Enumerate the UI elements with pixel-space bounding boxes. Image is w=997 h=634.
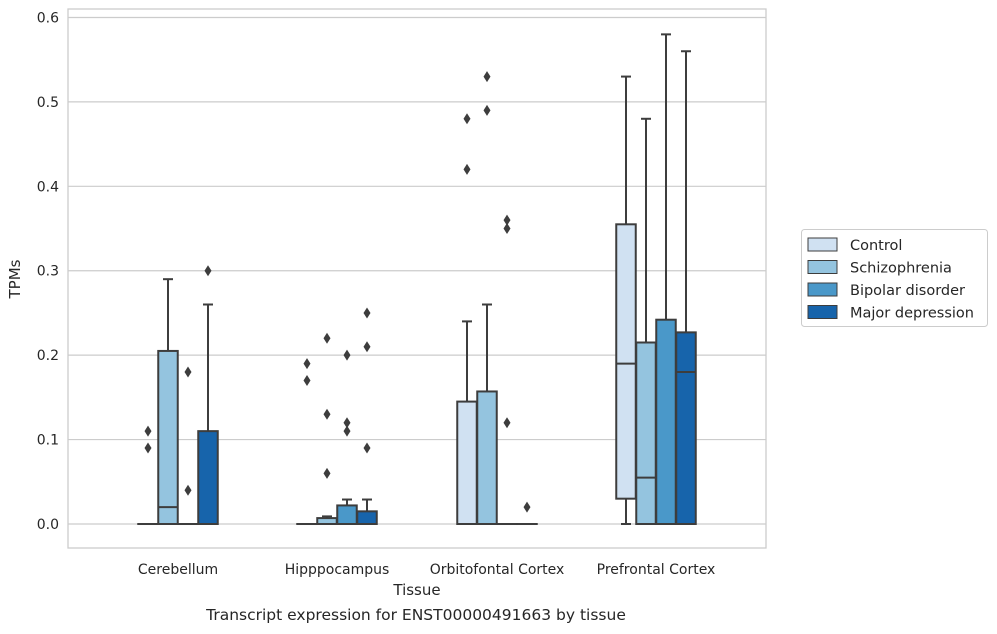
- outlier-point: [483, 71, 491, 83]
- legend-swatch-schizophrenia: [807, 260, 838, 274]
- box-bipolar-disorder: [177, 366, 199, 526]
- y-tick-label: 0.4: [37, 179, 59, 195]
- outlier-point: [204, 265, 212, 277]
- legend-swatch-major-depression: [807, 305, 838, 319]
- legend-label: Bipolar disorder: [850, 283, 965, 299]
- box-iqr: [635, 341, 657, 526]
- outlier-point: [303, 374, 311, 386]
- x-tick-label: Hipppocampus: [285, 562, 390, 578]
- x-axis-label: Tissue: [392, 581, 440, 599]
- x-axis-ticks: Cerebellum Hipppocampus Orbitofontal Corte…: [138, 562, 715, 578]
- legend-swatch-bipolar-disorder: [807, 282, 838, 297]
- box-iqr: [356, 510, 378, 526]
- box-iqr: [336, 504, 358, 526]
- y-tick-label: 0.0: [37, 517, 59, 533]
- box-schizophrenia: [635, 117, 657, 526]
- outlier-point: [463, 113, 471, 125]
- y-axis-label: TPMs: [6, 259, 24, 299]
- outlier-point: [323, 467, 331, 479]
- box-schizophrenia: [316, 332, 338, 525]
- y-tick-label: 0.6: [37, 10, 59, 26]
- box-control: [296, 358, 318, 526]
- outlier-point: [363, 442, 371, 454]
- legend: Control Schizophrenia Bipolar disorder Majo…: [801, 229, 988, 327]
- box-iqr: [615, 223, 637, 500]
- outlier-point: [343, 349, 351, 361]
- outlier-point: [503, 214, 511, 226]
- y-tick-label: 0.5: [37, 95, 59, 111]
- outlier-point: [503, 223, 511, 235]
- outlier-point: [363, 307, 371, 319]
- legend-label: Schizophrenia: [850, 261, 952, 277]
- box-major-depression: [197, 265, 219, 525]
- figure-caption: Transcript expression for ENST0000049166…: [206, 606, 626, 624]
- legend-swatch-control: [807, 237, 838, 252]
- x-tick-label: Orbitofontal Cortex: [430, 562, 565, 578]
- legend-label: Control: [850, 238, 902, 254]
- box-iqr: [197, 430, 219, 525]
- y-tick-label: 0.1: [37, 433, 59, 449]
- outlier-point: [144, 442, 152, 454]
- outlier-point: [184, 366, 192, 378]
- box-major-depression: [516, 501, 538, 526]
- box-iqr: [456, 400, 478, 525]
- box-iqr: [675, 331, 697, 526]
- box-schizophrenia: [157, 278, 179, 525]
- outlier-point: [483, 104, 491, 116]
- box-bipolar-disorder: [496, 214, 518, 526]
- outlier-point: [343, 417, 351, 429]
- gridlines: [68, 16, 766, 525]
- outlier-point: [523, 501, 531, 513]
- outlier-point: [323, 408, 331, 420]
- y-axis-ticks: 0.0 0.1 0.2 0.3 0.4 0.5 0.6: [37, 10, 59, 533]
- box-control: [137, 425, 159, 526]
- outlier-point: [363, 341, 371, 353]
- outlier-point: [463, 163, 471, 175]
- outlier-point: [303, 358, 311, 370]
- box-plots: [137, 33, 697, 526]
- plot-frame: [67, 8, 767, 549]
- outlier-point: [323, 332, 331, 344]
- outlier-point: [184, 484, 192, 496]
- y-tick-label: 0.2: [37, 348, 59, 364]
- x-tick-label: Cerebellum: [138, 562, 218, 578]
- box-bipolar-disorder: [655, 33, 677, 526]
- outlier-point: [144, 425, 152, 437]
- box-schizophrenia: [476, 71, 498, 525]
- legend-frame: [801, 229, 988, 327]
- box-control: [615, 75, 637, 525]
- outlier-point: [343, 425, 351, 437]
- box-control: [456, 113, 478, 525]
- box-iqr: [655, 318, 677, 526]
- box-bipolar-disorder: [336, 349, 358, 526]
- box-iqr: [476, 390, 498, 525]
- legend-label: Major depression: [850, 306, 974, 322]
- box-iqr: [157, 349, 179, 525]
- box-major-depression: [356, 307, 378, 526]
- outlier-point: [503, 417, 511, 429]
- x-tick-label: Prefrontal Cortex: [597, 562, 716, 578]
- y-tick-label: 0.3: [37, 264, 59, 280]
- box-major-depression: [675, 50, 697, 526]
